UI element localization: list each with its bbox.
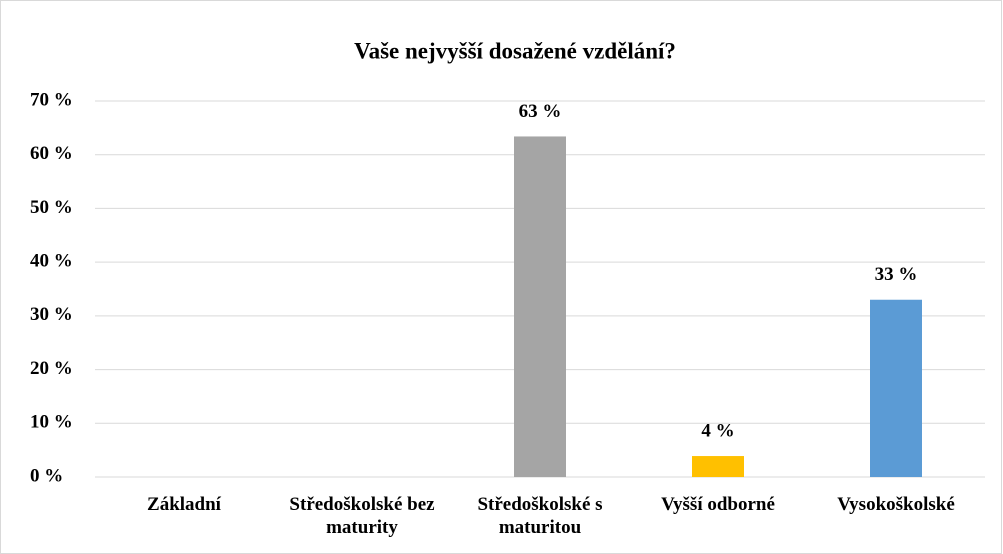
y-tick-label: 40 % (30, 251, 73, 272)
bar (514, 136, 566, 478)
y-tick-label: 70 % (30, 89, 73, 110)
bar (870, 299, 922, 477)
x-tick-label: Středoškolské s maturitou (477, 494, 603, 538)
value-label: 33 % (875, 264, 918, 285)
chart-title: Vaše nejvyšší dosažené vzdělání? (354, 38, 676, 63)
y-tick-label: 60 % (30, 143, 73, 164)
y-tick-label: 30 % (30, 304, 73, 325)
x-tick-label: Vyšší odborné (661, 494, 775, 515)
y-tick-label: 0 % (30, 465, 63, 486)
x-tick-label: Vysokoškolské (837, 494, 955, 515)
y-tick-label: 20 % (30, 358, 73, 379)
value-label: 63 % (519, 101, 562, 122)
x-tick-label: Základní (147, 494, 221, 515)
y-tick-label: 50 % (30, 197, 73, 218)
x-tick-label: Středoškolské bez maturity (289, 494, 435, 538)
value-label: 4 % (701, 420, 734, 441)
bar (692, 456, 744, 477)
y-tick-label: 10 % (30, 412, 73, 433)
